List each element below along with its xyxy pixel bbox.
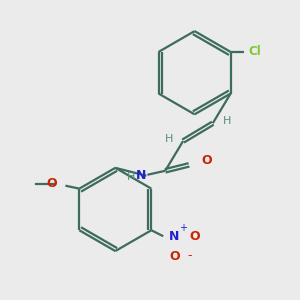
Text: O: O <box>169 250 180 262</box>
Text: H: H <box>127 172 136 182</box>
Text: O: O <box>47 177 58 190</box>
Text: -: - <box>187 250 191 262</box>
Text: Cl: Cl <box>248 45 261 58</box>
Text: N: N <box>169 230 180 243</box>
Text: O: O <box>201 154 211 167</box>
Text: O: O <box>189 230 200 243</box>
Text: H: H <box>223 116 231 126</box>
Text: +: + <box>179 223 187 233</box>
Text: H: H <box>165 134 173 144</box>
Text: N: N <box>136 169 146 182</box>
